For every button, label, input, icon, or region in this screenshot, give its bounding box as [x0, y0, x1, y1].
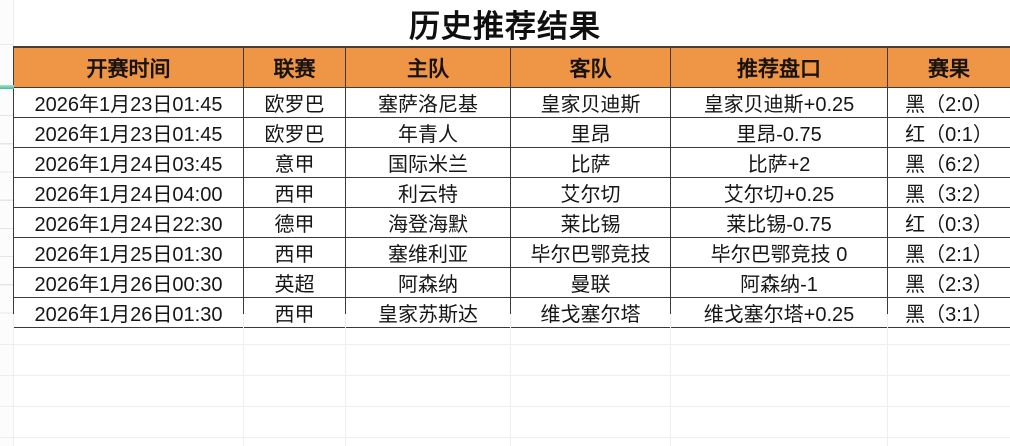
cell-home-team[interactable]: 皇家苏斯达	[345, 297, 511, 328]
cell-match-time[interactable]: 2026年1月26日01:30	[13, 297, 244, 328]
gridline	[0, 437, 1010, 438]
cell-away-team[interactable]: 曼联	[510, 267, 671, 298]
cell-away-team[interactable]: 毕尔巴鄂竞技	[510, 237, 671, 268]
page-title: 历史推荐结果	[409, 9, 601, 44]
cell-away-team[interactable]: 里昂	[510, 117, 671, 148]
gridline	[243, 314, 244, 446]
gridline	[0, 344, 1010, 345]
cell-handicap[interactable]: 阿森纳-1	[670, 267, 888, 298]
cell-league[interactable]: 德甲	[243, 207, 346, 238]
cell-result[interactable]: 黑（3:1）	[887, 297, 1010, 328]
cell-result[interactable]: 黑（2:0）	[887, 87, 1010, 118]
table-row: 2026年1月23日01:45 欧罗巴 塞萨洛尼基 皇家贝迪斯 皇家贝迪斯+0.25 黑（…	[13, 87, 1010, 118]
header-cell[interactable]: 开赛时间	[13, 46, 244, 88]
gridline	[345, 314, 346, 446]
cell-home-team[interactable]: 利云特	[345, 177, 511, 208]
cell-result[interactable]: 黑（2:1）	[887, 237, 1010, 268]
header-row: 开赛时间 联赛 主队 客队 推荐盘口 赛果	[13, 46, 1010, 88]
cell-league[interactable]: 欧罗巴	[243, 117, 346, 148]
gridline	[13, 314, 14, 446]
cell-away-team[interactable]: 莱比锡	[510, 207, 671, 238]
table-row: 2026年1月25日01:30 西甲 塞维利亚 毕尔巴鄂竞技 毕尔巴鄂竞技 0 黑（2:1…	[13, 237, 1010, 268]
cell-handicap[interactable]: 毕尔巴鄂竞技 0	[670, 237, 888, 268]
gridline	[510, 314, 511, 446]
header-cell[interactable]: 联赛	[243, 46, 346, 88]
cell-result[interactable]: 红（0:1）	[887, 117, 1010, 148]
cell-result[interactable]: 黑（3:2）	[887, 177, 1010, 208]
cell-home-team[interactable]: 海登海默	[345, 207, 511, 238]
cell-away-team[interactable]: 维戈塞尔塔	[510, 297, 671, 328]
row-gridlines	[0, 88, 13, 314]
table-row: 2026年1月23日01:45 欧罗巴 年青人 里昂 里昂-0.75 红（0:1）	[13, 117, 1010, 148]
table-row: 2026年1月24日04:00 西甲 利云特 艾尔切 艾尔切+0.25 黑（3:2）	[13, 177, 1010, 208]
cell-league[interactable]: 意甲	[243, 147, 346, 178]
gridline	[0, 44, 13, 45]
cell-match-time[interactable]: 2026年1月24日22:30	[13, 207, 244, 238]
cell-handicap[interactable]: 比萨+2	[670, 147, 888, 178]
cell-handicap[interactable]: 莱比锡-0.75	[670, 207, 888, 238]
cell-result[interactable]: 黑（6:2）	[887, 147, 1010, 178]
cell-home-team[interactable]: 阿森纳	[345, 267, 511, 298]
cell-league[interactable]: 欧罗巴	[243, 87, 346, 118]
cell-match-time[interactable]: 2026年1月24日03:45	[13, 147, 244, 178]
cell-home-team[interactable]: 年青人	[345, 117, 511, 148]
table-row: 2026年1月24日22:30 德甲 海登海默 莱比锡 莱比锡-0.75 红（0:3）	[13, 207, 1010, 238]
gridline	[0, 406, 1010, 407]
cell-league[interactable]: 英超	[243, 267, 346, 298]
cell-handicap[interactable]: 皇家贝迪斯+0.25	[670, 87, 888, 118]
cell-league[interactable]: 西甲	[243, 177, 346, 208]
cell-result[interactable]: 红（0:3）	[887, 207, 1010, 238]
empty-cells-area[interactable]	[0, 314, 1010, 446]
cell-match-time[interactable]: 2026年1月23日01:45	[13, 117, 244, 148]
cell-home-team[interactable]: 国际米兰	[345, 147, 511, 178]
table-row: 2026年1月26日01:30 西甲 皇家苏斯达 维戈塞尔塔 维戈塞尔塔+0.25 黑（3…	[13, 297, 1010, 328]
header-cell[interactable]: 客队	[510, 46, 671, 88]
cell-home-team[interactable]: 塞萨洛尼基	[345, 87, 511, 118]
header-cell[interactable]: 推荐盘口	[670, 46, 888, 88]
cell-match-time[interactable]: 2026年1月24日04:00	[13, 177, 244, 208]
cell-result[interactable]: 黑（2:3）	[887, 267, 1010, 298]
cell-away-team[interactable]: 艾尔切	[510, 177, 671, 208]
gridline	[0, 375, 1010, 376]
cell-home-team[interactable]: 塞维利亚	[345, 237, 511, 268]
cell-match-time[interactable]: 2026年1月23日01:45	[13, 87, 244, 118]
table-row: 2026年1月26日00:30 英超 阿森纳 曼联 阿森纳-1 黑（2:3）	[13, 267, 1010, 298]
cell-league[interactable]: 西甲	[243, 297, 346, 328]
cell-handicap[interactable]: 艾尔切+0.25	[670, 177, 888, 208]
freeze-pane-indicator	[0, 85, 14, 89]
results-table: 开赛时间 联赛 主队 客队 推荐盘口 赛果 2026年1月23日01:45 欧罗巴 塞萨洛尼基…	[13, 46, 1010, 328]
table-row: 2026年1月24日03:45 意甲 国际米兰 比萨 比萨+2 黑（6:2）	[13, 147, 1010, 178]
gridline	[670, 314, 671, 446]
cell-league[interactable]: 西甲	[243, 237, 346, 268]
cell-away-team[interactable]: 比萨	[510, 147, 671, 178]
cell-match-time[interactable]: 2026年1月25日01:30	[13, 237, 244, 268]
cell-away-team[interactable]: 皇家贝迪斯	[510, 87, 671, 118]
header-cell[interactable]: 赛果	[887, 46, 1010, 88]
cell-match-time[interactable]: 2026年1月26日00:30	[13, 267, 244, 298]
cell-handicap[interactable]: 里昂-0.75	[670, 117, 888, 148]
header-cell[interactable]: 主队	[345, 46, 511, 88]
cell-handicap[interactable]: 维戈塞尔塔+0.25	[670, 297, 888, 328]
gridline	[887, 314, 888, 446]
